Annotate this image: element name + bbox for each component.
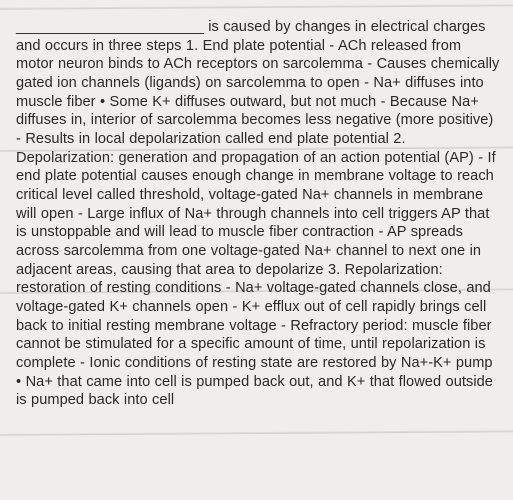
body-text: _______________________ is caused by cha… xyxy=(16,18,501,490)
ruled-line xyxy=(0,4,513,10)
